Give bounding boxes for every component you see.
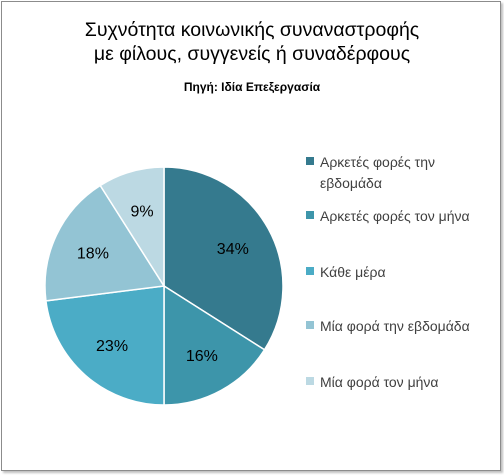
chart-title: Συχνότητα κοινωνικής συναναστροφής με φί… — [2, 18, 502, 66]
legend-label-4: Μία φορά τον μήνα — [320, 374, 439, 390]
legend-swatch-1 — [306, 211, 314, 219]
legend-swatch-4 — [306, 377, 314, 385]
legend-swatch-0 — [306, 157, 314, 165]
chart-subtitle: Πηγή: Ιδία Επεξεργασία — [183, 80, 321, 94]
legend-label-0: Αρκετές φορές την εβδομάδα — [320, 154, 435, 191]
pie-data-label-3: 18% — [77, 246, 109, 263]
pie-data-label-4: 9% — [131, 204, 154, 221]
pie-data-label-1: 16% — [186, 348, 218, 365]
pie-data-label-2: 23% — [96, 338, 128, 355]
legend-label-3: Μία φορά την εβδομάδα — [320, 318, 470, 334]
pie-slice-1 — [163, 284, 266, 406]
legend-swatch-3 — [306, 321, 314, 329]
chart-title-line-1: Συχνότητα κοινωνικής συναναστροφής — [84, 19, 420, 41]
legend-swatch-2 — [306, 267, 314, 275]
legend-label-1: Αρκετές φορές τον μήνα — [320, 208, 470, 224]
pie-slice-2 — [45, 285, 165, 406]
chart-title-line-2: με φίλους, συγγενείς ή συναδέρφους — [93, 43, 411, 65]
pie-slice-4 — [99, 166, 165, 289]
pie-slice-3 — [44, 184, 166, 302]
legend-label-2: Κάθε μέρα — [320, 264, 386, 280]
pie-data-label-0: 34% — [217, 241, 249, 258]
